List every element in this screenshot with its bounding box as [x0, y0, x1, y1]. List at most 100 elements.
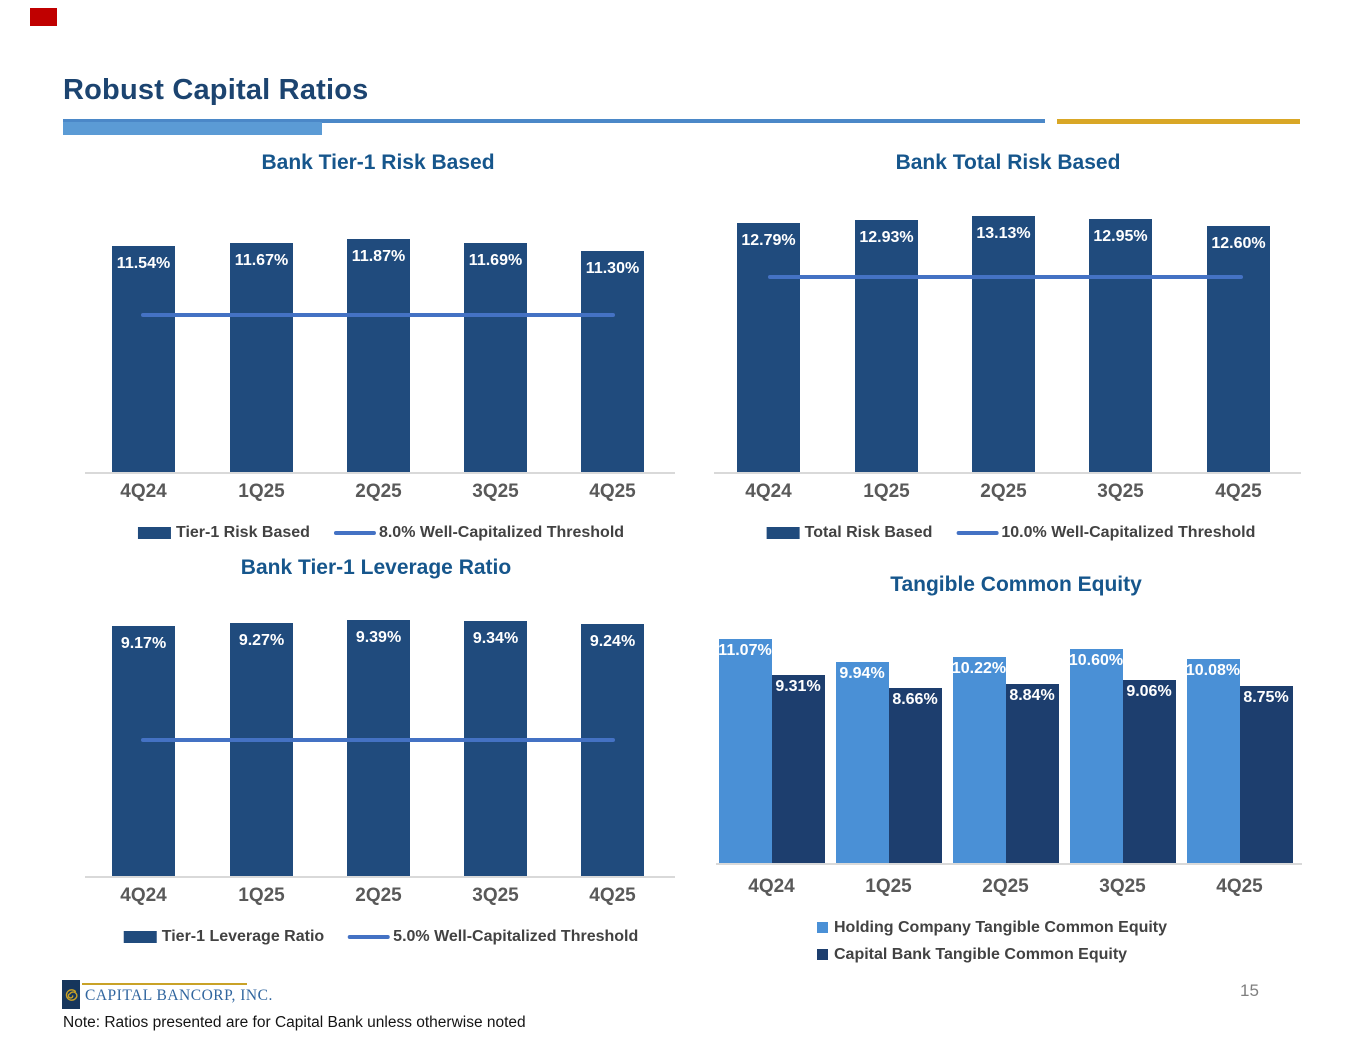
x-axis-label: 4Q25	[589, 885, 636, 906]
legend: Total Risk Based 10.0% Well-Capitalized T…	[766, 524, 1256, 542]
bar	[347, 619, 410, 876]
x-axis-label: 1Q25	[238, 885, 285, 906]
bar	[1122, 679, 1176, 863]
bar	[1089, 219, 1152, 472]
x-axis-label: 3Q25	[1099, 876, 1146, 897]
x-axis-line	[85, 472, 675, 474]
legend-series-label: Tier-1 Leverage Ratio	[161, 928, 325, 945]
legend-bar-swatch	[123, 930, 157, 943]
bar	[1005, 684, 1059, 863]
bar-value-label: 9.06%	[1126, 682, 1172, 700]
x-axis-label: 3Q25	[1097, 481, 1144, 502]
bar	[347, 239, 410, 472]
x-axis-label: 3Q25	[472, 481, 519, 502]
x-axis-line	[714, 472, 1301, 474]
x-axis-label: 4Q24	[745, 481, 792, 502]
page-title: Robust Capital Ratios	[63, 74, 369, 106]
bar-value-label: 11.54%	[116, 254, 171, 272]
bar	[230, 243, 293, 472]
bar-value-label: 13.13%	[976, 224, 1031, 242]
bar-value-label: 9.34%	[472, 630, 519, 648]
footnote: Note: Ratios presented are for Capital B…	[63, 1014, 526, 1031]
legend-line-swatch	[956, 530, 999, 535]
legend: Tier-1 Leverage Ratio 5.0% Well-Capitaliz…	[123, 928, 639, 946]
legend-series-label: Tier-1 Risk Based	[175, 524, 310, 541]
bar-value-label: 11.69%	[468, 251, 523, 269]
legend-series-label: Total Risk Based	[804, 524, 933, 541]
slide-accent-red-box	[30, 8, 57, 26]
company-logo	[62, 980, 80, 1009]
title-underline-blue	[63, 119, 1045, 123]
bar-value-label: 11.07%	[718, 642, 772, 660]
x-axis-label: 4Q25	[589, 481, 636, 502]
x-axis-label: 1Q25	[865, 876, 912, 897]
bar	[835, 662, 889, 863]
x-axis-line	[716, 863, 1302, 865]
x-axis-label: 2Q25	[355, 885, 402, 906]
bar-value-label: 10.22%	[951, 659, 1007, 677]
logo-gold-rule	[82, 983, 247, 985]
company-name: CAPITAL BANCORP, INC.	[85, 987, 273, 1004]
bar-value-label: 9.27%	[238, 631, 285, 649]
threshold-line	[141, 737, 615, 742]
legend-row: Capital Bank Tangible Common Equity	[817, 946, 1127, 964]
bar	[1186, 659, 1240, 863]
legend-line-swatch	[333, 530, 376, 535]
bar	[1207, 226, 1270, 472]
legend-bar-swatch	[766, 526, 800, 539]
x-axis-label: 1Q25	[238, 481, 285, 502]
bar	[888, 688, 942, 863]
bar	[464, 242, 527, 472]
title-underline-gold	[1057, 119, 1300, 124]
bar-value-label: 12.79%	[741, 231, 796, 249]
chart-title: Bank Tier-1 Risk Based	[261, 151, 495, 174]
bar	[112, 625, 175, 876]
x-axis-label: 2Q25	[355, 481, 402, 502]
bar-value-label: 9.24%	[589, 632, 636, 650]
bar-value-label: 10.08%	[1185, 662, 1241, 680]
bar-value-label: 12.93%	[859, 228, 914, 246]
x-axis-label: 4Q24	[748, 876, 795, 897]
x-axis-label: 4Q24	[120, 481, 167, 502]
legend-square-swatch	[817, 949, 828, 961]
legend-threshold-label: 10.0% Well-Capitalized Threshold	[1001, 524, 1256, 541]
threshold-line	[768, 275, 1243, 279]
x-axis-label: 2Q25	[980, 481, 1027, 502]
logo-spiral-icon	[65, 988, 78, 1001]
x-axis-label: 3Q25	[472, 885, 519, 906]
bar	[112, 245, 175, 472]
x-axis-label: 1Q25	[863, 481, 910, 502]
page-number: 15	[1240, 981, 1259, 1000]
x-axis-label: 4Q25	[1216, 876, 1263, 897]
bar	[952, 656, 1006, 863]
bar	[230, 622, 293, 876]
bar-value-label: 9.31%	[775, 677, 821, 695]
legend-threshold-label: 5.0% Well-Capitalized Threshold	[393, 928, 639, 945]
legend-series-label: Capital Bank Tangible Common Equity	[834, 946, 1128, 963]
bar	[464, 621, 527, 876]
bar-value-label: 11.30%	[585, 259, 640, 277]
bar	[855, 219, 918, 472]
bar	[1239, 686, 1293, 863]
bar	[771, 674, 825, 863]
bar-value-label: 11.87%	[351, 248, 406, 266]
bar-value-label: 9.94%	[839, 665, 885, 683]
bar-value-label: 8.66%	[892, 691, 938, 709]
x-axis-label: 4Q25	[1215, 481, 1262, 502]
chart-title: Tangible Common Equity	[890, 573, 1142, 596]
bar-value-label: 11.67%	[234, 252, 289, 270]
chart-title: Bank Total Risk Based	[895, 151, 1121, 174]
bar	[737, 222, 800, 472]
bar	[581, 250, 644, 472]
chart-title: Bank Tier-1 Leverage Ratio	[240, 556, 512, 579]
bar-value-label: 8.75%	[1243, 689, 1289, 707]
bar-value-label: 9.17%	[120, 634, 167, 652]
bar-value-label: 10.60%	[1068, 651, 1124, 669]
legend-bar-swatch	[137, 526, 171, 539]
bar	[972, 215, 1035, 472]
legend-series-label: Holding Company Tangible Common Equity	[834, 919, 1168, 936]
threshold-line	[141, 313, 615, 318]
bar-value-label: 12.60%	[1211, 235, 1266, 253]
